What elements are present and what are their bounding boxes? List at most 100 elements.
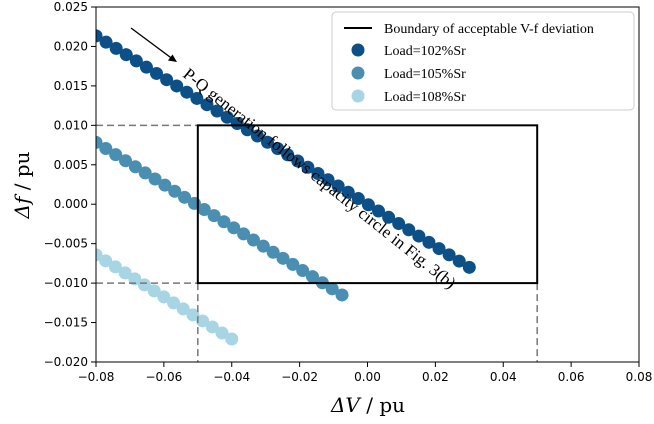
data-point-series-1 [129, 54, 143, 68]
data-point-series-2 [207, 209, 221, 223]
data-point-series-3 [128, 272, 142, 286]
data-point-series-2 [266, 245, 280, 259]
data-point-series-1 [109, 41, 123, 55]
data-point-series-1 [230, 116, 244, 130]
data-point-series-1 [351, 192, 365, 206]
x-tick-label: 0.08 [626, 370, 653, 384]
data-point-series-3 [176, 302, 190, 316]
y-tick-label: −0.015 [44, 316, 88, 330]
legend-label-102: Load=102%Sr [384, 44, 466, 59]
data-point-series-2 [119, 154, 133, 168]
annotation-arrowhead [168, 54, 177, 62]
y-tick-label: −0.020 [44, 355, 88, 369]
annotation-arrow-line [130, 27, 175, 61]
data-point-series-3 [186, 308, 200, 322]
data-point-series-2 [128, 160, 142, 174]
data-point-series-2 [306, 270, 320, 284]
data-point-series-2 [99, 142, 113, 156]
data-point-series-2 [246, 233, 260, 247]
legend-marker-108 [351, 89, 365, 103]
x-tick-label: 0.04 [490, 370, 517, 384]
y-axis-ticks: −0.020 −0.015 −0.010 −0.005 0.000 0.005 0.010 0… [44, 0, 96, 369]
legend: Boundary of acceptable V-f deviation Loa… [331, 11, 635, 111]
data-point-series-3 [137, 278, 151, 292]
boundary-rectangle [196, 124, 539, 285]
legend-label-105: Load=105%Sr [384, 67, 466, 82]
data-point-series-1 [210, 104, 224, 118]
data-point-series-2 [276, 251, 290, 265]
data-point-series-1 [321, 173, 335, 187]
data-point-series-1 [392, 217, 406, 231]
x-axis-label: ΔV / pu [330, 393, 405, 417]
data-point-series-1 [291, 154, 305, 168]
data-point-series-2 [158, 178, 172, 192]
data-point-series-2 [227, 221, 241, 235]
y-tick-label: 0.005 [54, 158, 88, 172]
data-point-series-1 [402, 223, 416, 237]
x-tick-label: −0.02 [281, 370, 318, 384]
data-point-series-3 [215, 326, 229, 340]
data-point-series-1 [442, 248, 456, 262]
data-point-series-2 [197, 203, 211, 217]
data-point-series-3 [99, 254, 113, 268]
data-point-series-2 [109, 148, 123, 162]
data-point-series-3 [196, 314, 210, 328]
data-point-series-2 [148, 172, 162, 186]
data-point-series-2 [217, 215, 231, 229]
data-point-series-1 [341, 185, 355, 199]
x-tick-label: −0.08 [78, 370, 115, 384]
projection-lines [96, 124, 538, 362]
y-tick-label: −0.010 [44, 276, 88, 290]
data-point-series-1 [271, 142, 285, 155]
data-point-series-1 [422, 235, 436, 249]
legend-label-108: Load=108%Sr [384, 90, 466, 105]
data-point-series-1 [462, 260, 476, 274]
data-points [96, 29, 476, 346]
y-tick-label: 0.020 [54, 39, 88, 53]
y-tick-label: −0.005 [44, 237, 88, 251]
data-point-series-2 [168, 184, 182, 198]
data-point-series-1 [190, 91, 204, 105]
data-point-series-1 [180, 85, 194, 99]
legend-box [331, 11, 635, 111]
data-point-series-2 [335, 288, 349, 302]
y-tick-label: 0.025 [54, 0, 88, 14]
x-tick-label: 0.02 [422, 370, 449, 384]
data-point-series-1 [240, 123, 254, 137]
data-point-series-3 [118, 266, 132, 280]
y-tick-label: 0.010 [54, 118, 88, 132]
data-point-series-1 [261, 135, 275, 149]
data-point-series-3 [147, 284, 161, 298]
data-point-series-3 [157, 290, 171, 304]
data-point-series-2 [296, 264, 310, 278]
legend-label-boundary: Boundary of acceptable V-f deviation [384, 22, 594, 37]
data-point-series-1 [311, 167, 325, 181]
data-point-series-2 [178, 190, 192, 204]
data-point-series-1 [170, 79, 184, 93]
data-point-series-1 [372, 204, 386, 218]
data-point-series-1 [301, 160, 315, 174]
data-point-series-1 [160, 73, 174, 87]
data-point-series-3 [225, 332, 239, 346]
y-tick-label: 0.000 [54, 197, 88, 211]
data-point-series-1 [119, 48, 133, 62]
data-point-series-2 [256, 239, 270, 253]
data-point-series-2 [138, 166, 152, 180]
data-point-series-3 [167, 296, 181, 310]
data-point-series-1 [281, 148, 295, 162]
x-tick-label: −0.06 [145, 370, 182, 384]
legend-marker-105 [351, 66, 365, 80]
legend-marker-102 [351, 43, 365, 57]
data-point-series-2 [237, 227, 251, 241]
x-axis-ticks: −0.08 −0.06 −0.04 −0.02 0.00 0.02 0.04 0.06 0.08 [78, 362, 653, 384]
data-point-series-2 [325, 282, 339, 296]
data-point-series-3 [205, 320, 219, 334]
data-point-series-1 [412, 229, 426, 243]
x-tick-label: 0.00 [354, 370, 381, 384]
data-point-series-1 [139, 60, 153, 74]
data-point-series-1 [452, 254, 466, 268]
data-point-series-1 [220, 110, 234, 124]
data-point-series-1 [331, 179, 345, 193]
x-tick-label: −0.04 [213, 370, 250, 384]
